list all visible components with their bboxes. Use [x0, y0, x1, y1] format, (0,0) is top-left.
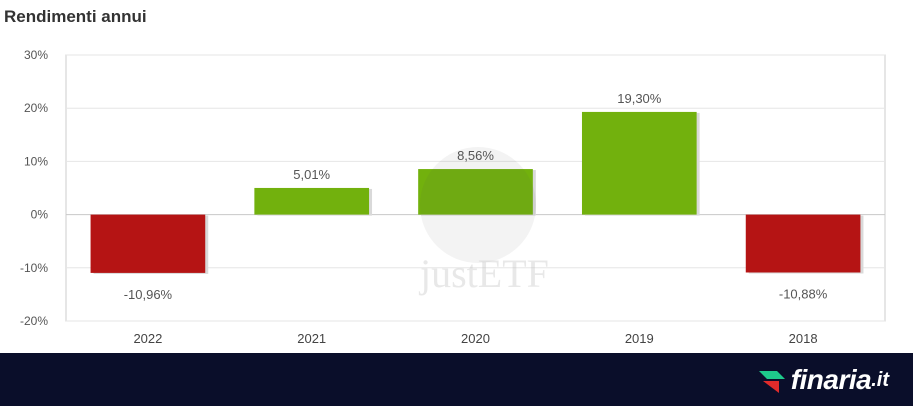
data-label: 19,30% — [617, 91, 662, 106]
bar — [418, 169, 533, 215]
footer-bar: finaria .it — [0, 353, 913, 406]
bar-chart: -20% -10% 0% 10% 20% 30% -10,96% 2022 5,01% 2021 8… — [20, 48, 886, 346]
x-tick-label: 2021 — [297, 331, 326, 346]
watermark-text: justETF — [420, 251, 549, 296]
bar — [90, 214, 206, 273]
x-tick-label: 2018 — [789, 331, 818, 346]
brand-tld: .it — [871, 368, 889, 391]
y-tick-label: 30% — [24, 48, 48, 62]
data-label: 8,56% — [457, 148, 494, 163]
chart-title: Rendimenti annui — [4, 7, 147, 26]
x-tick-label: 2020 — [461, 331, 490, 346]
y-tick-label: 0% — [31, 208, 49, 222]
bar — [745, 214, 861, 273]
data-label: -10,88% — [779, 286, 828, 301]
bar — [254, 187, 370, 215]
bar — [581, 111, 697, 215]
y-tick-label: -10% — [20, 261, 48, 275]
x-tick-label: 2022 — [133, 331, 162, 346]
x-tick-label: 2019 — [625, 331, 654, 346]
y-tick-label: 10% — [24, 154, 48, 168]
watermark-logo — [420, 147, 536, 263]
finaria-mark-icon — [758, 371, 785, 393]
data-label: 5,01% — [293, 167, 330, 182]
y-tick-label: 20% — [24, 101, 48, 115]
finaria-logo[interactable]: finaria .it — [757, 364, 889, 395]
data-label: -10,96% — [124, 287, 173, 302]
y-tick-label: -20% — [20, 314, 48, 328]
brand-name: finaria — [790, 364, 872, 395]
